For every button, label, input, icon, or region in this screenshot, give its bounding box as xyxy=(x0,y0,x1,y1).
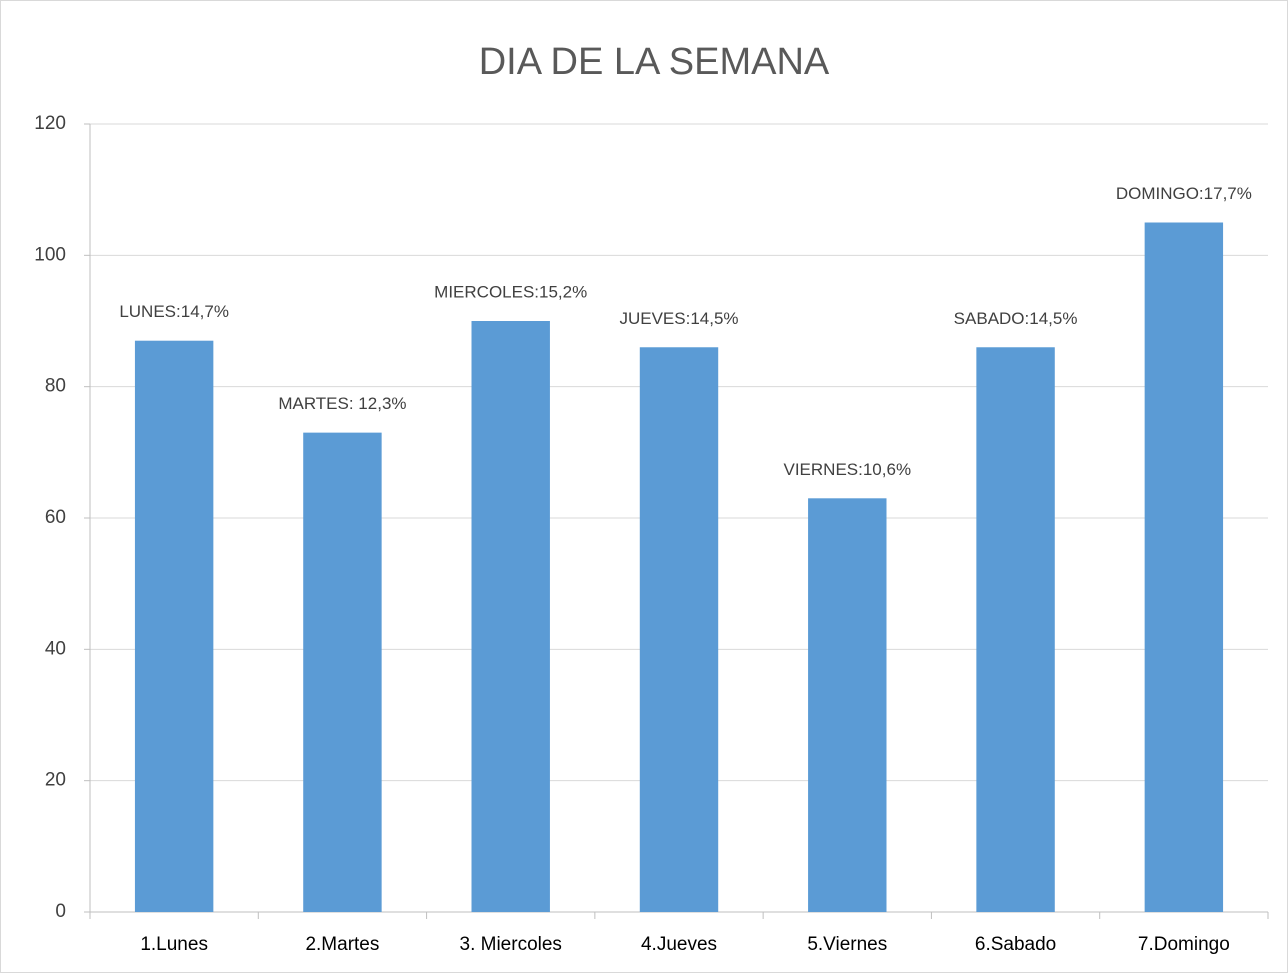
y-tick-label: 100 xyxy=(34,244,66,265)
data-label: MARTES: 12,3% xyxy=(278,394,406,413)
y-tick-label: 60 xyxy=(45,507,66,528)
x-tick-label: 6.Sabado xyxy=(975,934,1056,955)
bar xyxy=(1144,222,1224,912)
y-tick-label: 20 xyxy=(45,770,66,791)
data-label: SABADO:14,5% xyxy=(954,309,1078,328)
x-tick-label: 2.Martes xyxy=(305,934,379,955)
y-tick-label: 80 xyxy=(45,376,66,397)
data-label: JUEVES:14,5% xyxy=(619,309,738,328)
data-label: VIERNES:10,6% xyxy=(784,460,912,479)
bar xyxy=(976,347,1055,912)
y-tick-label: 120 xyxy=(34,113,66,134)
bar xyxy=(471,321,550,912)
x-tick-label: 3. Miercoles xyxy=(460,934,562,955)
chart-title: DIA DE LA SEMANA xyxy=(479,41,830,83)
data-label: DOMINGO:17,7% xyxy=(1116,184,1252,203)
x-tick-label: 5.Viernes xyxy=(807,934,887,955)
x-tick-label: 4.Jueves xyxy=(641,934,717,955)
y-tick-label: 40 xyxy=(45,638,66,659)
bar xyxy=(134,340,214,912)
bar xyxy=(639,347,719,912)
data-label: MIERCOLES:15,2% xyxy=(434,282,587,301)
x-tick-label: 1.Lunes xyxy=(140,934,208,955)
x-tick-label: 7.Domingo xyxy=(1138,934,1230,955)
bar xyxy=(808,498,887,912)
y-tick-label: 0 xyxy=(55,901,66,922)
bar xyxy=(303,432,382,912)
data-label: LUNES:14,7% xyxy=(119,302,229,321)
